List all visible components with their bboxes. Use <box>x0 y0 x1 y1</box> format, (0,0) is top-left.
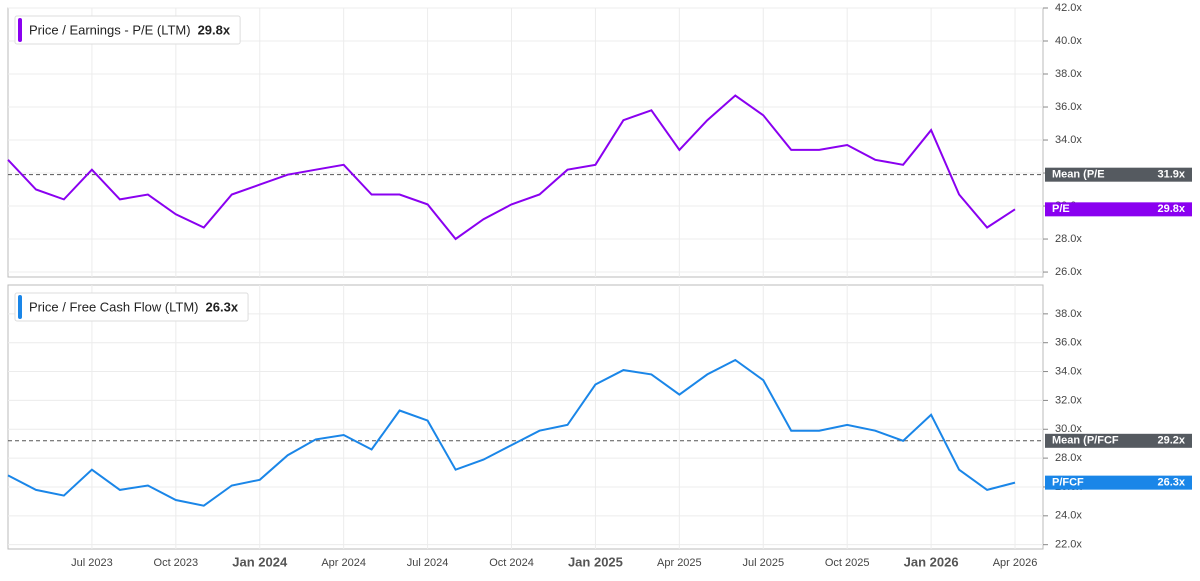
x-tick-label: Jan 2026 <box>904 554 959 569</box>
x-tick-label: Jan 2025 <box>568 554 623 569</box>
x-tick-label: Oct 2025 <box>825 557 870 569</box>
mean-value: 31.9x <box>1157 169 1185 181</box>
y-tick-label: 22.0x <box>1055 539 1082 551</box>
mean-badge <box>1045 167 1192 182</box>
x-tick-label: Apr 2024 <box>321 557 366 569</box>
y-tick-label: 28.0x <box>1055 452 1082 464</box>
y-tick-label: 32.0x <box>1055 394 1082 406</box>
legend: Price / Free Cash Flow (LTM) 26.3x <box>14 292 249 322</box>
panel-frame <box>7 284 1044 550</box>
x-tick-label: Oct 2024 <box>489 557 534 569</box>
y-tick-label: 24.0x <box>1055 510 1082 522</box>
badge-name: P/FCF <box>1052 477 1084 489</box>
legend: Price / Earnings - P/E (LTM) 29.8x <box>14 15 241 45</box>
y-tick-label: 40.0x <box>1055 35 1082 47</box>
y-tick-label: 38.0x <box>1055 68 1082 80</box>
x-tick-label: Jul 2025 <box>742 557 784 569</box>
legend-box <box>14 292 249 322</box>
y-tick-label: 42.0x <box>1055 2 1082 14</box>
badge-value: 29.8x <box>1157 203 1185 215</box>
last-value-badge <box>1045 202 1192 217</box>
legend-swatch <box>18 18 22 42</box>
panel-frame <box>7 7 1044 278</box>
legend-name: Price / Free Cash Flow (LTM) <box>29 299 199 314</box>
mean-badge <box>1045 433 1192 448</box>
series-line <box>7 358 1016 507</box>
y-tick-label: 30.0x <box>1055 423 1082 435</box>
legend-box <box>14 15 241 45</box>
y-tick-label: 28.0x <box>1055 233 1082 245</box>
x-tick-label: Jul 2024 <box>407 557 449 569</box>
legend-value: 29.8x <box>198 22 231 37</box>
mean-name: Mean (P/E <box>1052 169 1105 181</box>
badge-value: 26.3x <box>1157 477 1185 489</box>
y-tick-label: 36.0x <box>1055 101 1082 113</box>
y-tick-label: 34.0x <box>1055 365 1082 377</box>
x-tick-label: Apr 2025 <box>657 557 702 569</box>
y-tick-label: 26.0x <box>1055 266 1082 278</box>
mean-value: 29.2x <box>1157 435 1185 447</box>
legend-value: 26.3x <box>206 299 239 314</box>
mean-name: Mean (P/FCF <box>1052 435 1119 447</box>
legend-name: Price / Earnings - P/E (LTM) <box>29 22 191 37</box>
y-tick-label: 38.0x <box>1055 308 1082 320</box>
x-tick-label: Apr 2026 <box>993 557 1038 569</box>
x-tick-label: Jan 2024 <box>232 554 288 569</box>
y-tick-label: 36.0x <box>1055 337 1082 349</box>
badge-name: P/E <box>1052 203 1070 215</box>
x-tick-label: Jul 2023 <box>71 557 113 569</box>
legend-swatch <box>18 295 22 319</box>
x-tick-label: Oct 2023 <box>154 557 199 569</box>
y-tick-label: 34.0x <box>1055 134 1082 146</box>
series-line <box>7 94 1016 241</box>
last-value-badge <box>1045 475 1192 490</box>
